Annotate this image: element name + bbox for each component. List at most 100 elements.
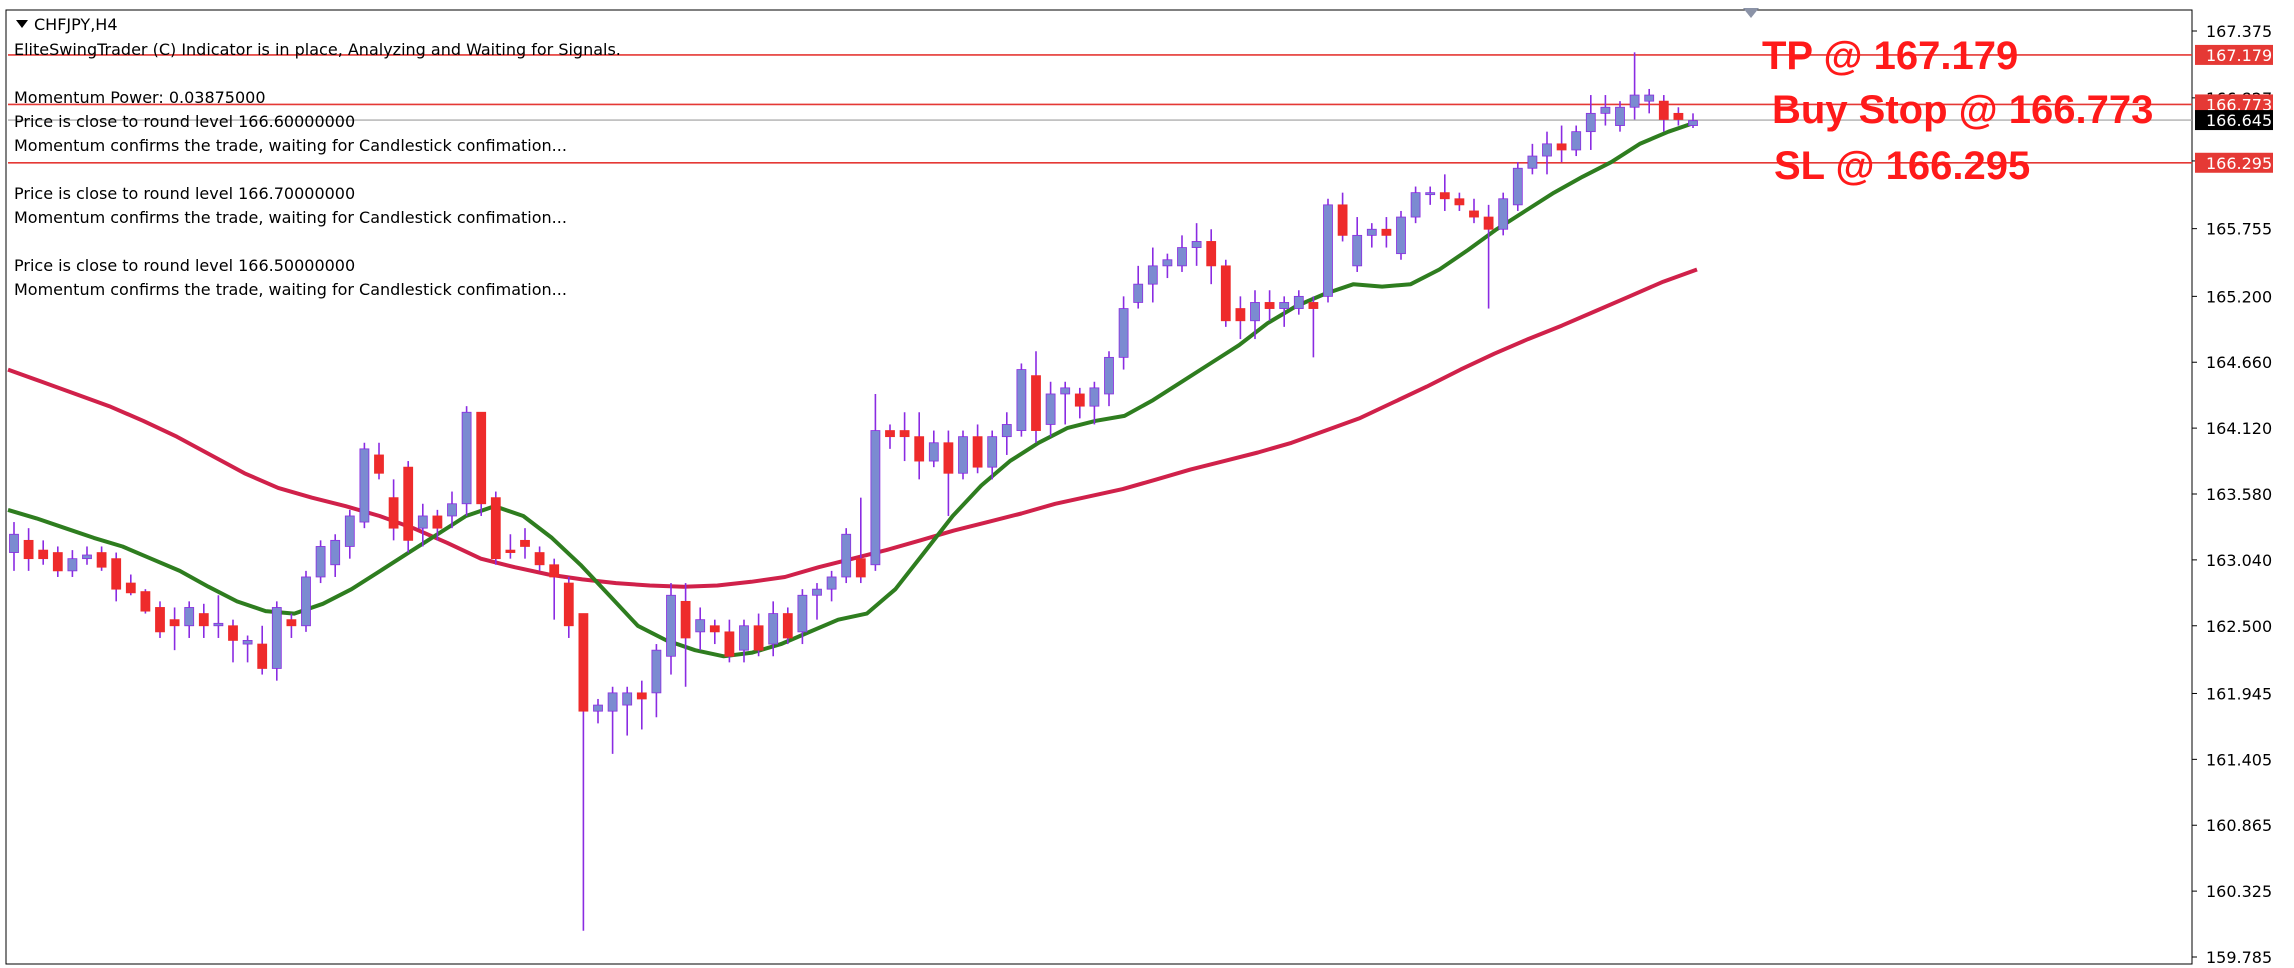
axis-tick-label: 162.500 bbox=[2206, 617, 2272, 636]
indicator-status: EliteSwingTrader (C) Indicator is in pla… bbox=[14, 40, 621, 59]
bull-candle-body bbox=[1060, 387, 1071, 395]
bear-candle-body bbox=[782, 613, 793, 639]
momentum-msg-1: Momentum confirms the trade, waiting for… bbox=[14, 136, 567, 155]
candle bbox=[1133, 265, 1144, 309]
candle bbox=[169, 607, 180, 651]
candle bbox=[1177, 235, 1187, 272]
candle bbox=[476, 411, 487, 516]
candle bbox=[1147, 247, 1158, 303]
bull-candle-body bbox=[1410, 192, 1421, 218]
level-price-tag bbox=[2195, 44, 2273, 65]
candle bbox=[111, 552, 122, 602]
candle bbox=[315, 540, 326, 584]
bear-candle-body bbox=[432, 515, 443, 529]
candle bbox=[140, 589, 151, 614]
candle bbox=[388, 479, 399, 541]
bull-candle-body bbox=[242, 640, 253, 645]
candle bbox=[534, 546, 545, 571]
axis-tick-label: 163.040 bbox=[2206, 551, 2272, 570]
bear-candle-body bbox=[724, 631, 735, 657]
candle bbox=[739, 619, 749, 663]
level-price-tag bbox=[2195, 152, 2273, 173]
round-level-msg-2: Price is close to round level 166.700000… bbox=[14, 184, 356, 203]
candle bbox=[1542, 131, 1552, 175]
candle bbox=[899, 412, 910, 462]
bear-candle-body bbox=[1206, 241, 1217, 267]
candle bbox=[1585, 95, 1596, 150]
bull-candle-body bbox=[622, 692, 633, 706]
axis-tick-label: 161.405 bbox=[2206, 750, 2272, 769]
bear-candle-body bbox=[899, 430, 910, 438]
bull-candle-body bbox=[184, 607, 195, 627]
candle bbox=[1264, 290, 1275, 321]
candle bbox=[1658, 95, 1669, 132]
candle bbox=[344, 509, 355, 559]
bear-candle-body bbox=[549, 564, 560, 578]
bull-candle-body bbox=[1147, 265, 1158, 285]
candle bbox=[753, 613, 764, 657]
candle bbox=[826, 570, 837, 602]
candle bbox=[943, 430, 954, 516]
candle bbox=[1001, 412, 1012, 455]
bull-candle-body bbox=[739, 625, 749, 651]
candle bbox=[447, 491, 457, 529]
candle bbox=[987, 430, 998, 480]
candle bbox=[1366, 223, 1377, 248]
candle bbox=[1512, 162, 1523, 211]
candle bbox=[1629, 52, 1640, 120]
candles-layer bbox=[9, 52, 1698, 931]
bear-candle-body bbox=[1235, 308, 1246, 322]
dropdown-triangle-icon[interactable] bbox=[16, 20, 28, 28]
candle bbox=[257, 625, 268, 675]
shift-marker-icon[interactable] bbox=[1743, 8, 1759, 18]
candle bbox=[855, 497, 866, 584]
bull-candle-body bbox=[1512, 167, 1523, 206]
bear-candle-body bbox=[855, 558, 866, 578]
axis-tick-label: 165.200 bbox=[2206, 287, 2272, 306]
bear-candle-body bbox=[520, 539, 530, 547]
bull-candle-body bbox=[67, 558, 78, 572]
bull-candle-body bbox=[1644, 94, 1655, 102]
candle bbox=[1454, 192, 1465, 211]
candle bbox=[914, 412, 925, 480]
bear-candle-body bbox=[534, 552, 545, 566]
candle bbox=[1571, 125, 1582, 157]
candle bbox=[1323, 198, 1333, 303]
candle bbox=[1352, 217, 1363, 272]
bull-candle-body bbox=[1162, 259, 1173, 267]
bull-candle-body bbox=[1191, 241, 1202, 248]
bull-candle-body bbox=[9, 533, 19, 553]
bull-candle-body bbox=[1293, 295, 1304, 309]
candle bbox=[593, 698, 603, 724]
candle bbox=[651, 644, 662, 718]
candle bbox=[417, 503, 428, 547]
bull-candle-body bbox=[1352, 234, 1363, 267]
candle bbox=[403, 461, 414, 553]
candle bbox=[198, 603, 209, 638]
candle bbox=[1235, 296, 1246, 340]
candle bbox=[1396, 210, 1406, 260]
candle bbox=[1118, 296, 1129, 370]
candle bbox=[1060, 381, 1071, 425]
candle bbox=[549, 558, 560, 620]
candle bbox=[928, 430, 939, 468]
buy-stop-label: Buy Stop @ 166.773 bbox=[1772, 88, 2154, 132]
axis-tick-label: 163.580 bbox=[2206, 485, 2272, 504]
bear-candle-body bbox=[680, 600, 691, 639]
candle bbox=[242, 635, 253, 663]
bull-candle-body bbox=[928, 442, 939, 462]
candle bbox=[213, 595, 224, 638]
bear-candle-body bbox=[286, 619, 297, 627]
candle bbox=[67, 550, 78, 577]
candle bbox=[228, 619, 238, 663]
bull-candle-body bbox=[1600, 106, 1611, 114]
bull-candle-body bbox=[301, 576, 311, 627]
candle bbox=[301, 570, 311, 632]
bull-candle-body bbox=[1542, 143, 1552, 157]
bear-candle-body bbox=[709, 625, 720, 633]
candle bbox=[1016, 363, 1027, 437]
level-price-tag-label: 166.773 bbox=[2206, 95, 2272, 114]
bull-candle-body bbox=[330, 539, 341, 566]
bull-candle-body bbox=[1425, 192, 1436, 196]
round-level-msg-1: Price is close to round level 166.600000… bbox=[14, 112, 356, 131]
